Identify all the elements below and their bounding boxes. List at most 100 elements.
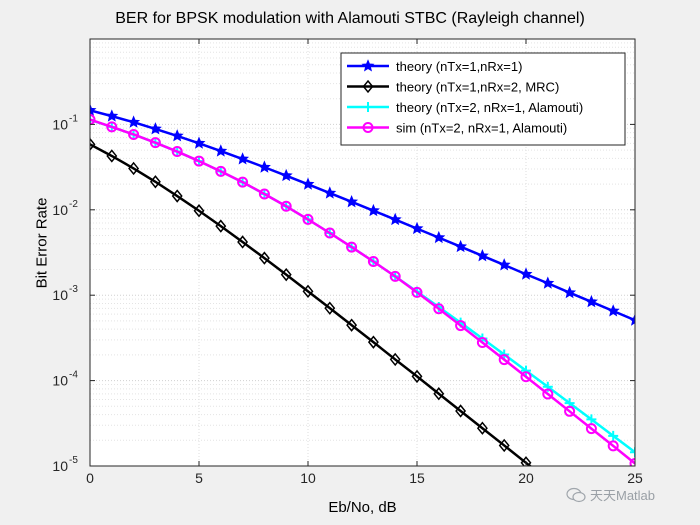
- data-point-circle: [149, 137, 161, 149]
- data-point-circle: [389, 270, 401, 282]
- data-point-diamond: [455, 404, 467, 418]
- data-point-star: [301, 177, 315, 190]
- y-tick-label: 10: [52, 202, 68, 218]
- data-point-circle: [411, 286, 423, 298]
- data-point-star: [192, 136, 206, 149]
- data-point-diamond: [128, 161, 140, 176]
- data-point-diamond: [520, 456, 532, 466]
- x-tick-label: 20: [518, 470, 534, 486]
- data-point-star: [519, 267, 533, 280]
- y-tick-label: 10: [52, 458, 68, 474]
- x-tick-label: 5: [195, 470, 203, 486]
- y-tick-exponent: -2: [69, 199, 78, 210]
- legend-box: [340, 52, 626, 146]
- series-line: [90, 143, 533, 466]
- data-point-diamond: [433, 387, 445, 401]
- data-point-circle: [542, 388, 554, 400]
- data-point-diamond: [280, 267, 292, 282]
- data-point-star: [105, 109, 119, 122]
- data-point-diamond: [389, 352, 401, 367]
- data-point-circle: [362, 122, 374, 133]
- legend-entry: theory (nTx=1,nRx=2, MRC): [347, 80, 559, 95]
- x-tick-label: 0: [86, 470, 94, 486]
- legend-label: sim (nTx=2, nRx=1, Alamouti): [396, 121, 567, 136]
- data-point-diamond: [215, 219, 227, 233]
- data-point-star: [90, 103, 97, 116]
- data-point-star: [606, 304, 620, 317]
- data-point-diamond: [324, 301, 336, 315]
- data-point-diamond: [346, 318, 358, 332]
- data-point-star: [148, 122, 162, 135]
- data-point-circle: [258, 188, 270, 200]
- data-point-star: [170, 129, 184, 142]
- series-4: [90, 114, 635, 466]
- legend-label: theory (nTx=2, nRx=1, Alamouti): [396, 100, 583, 115]
- data-point-star: [236, 152, 250, 165]
- data-point-circle: [607, 440, 619, 452]
- data-point-circle: [498, 354, 510, 366]
- legend-label: theory (nTx=1,nRx=1): [396, 59, 522, 74]
- x-axis-label: Eb/No, dB: [328, 499, 397, 516]
- data-point-plus: [586, 414, 597, 425]
- data-point-star: [563, 285, 577, 299]
- data-point-circle: [433, 303, 445, 315]
- data-point-star: [345, 195, 359, 208]
- x-tick-label: 10: [300, 470, 316, 486]
- y-tick-label: 10: [52, 373, 68, 389]
- y-tick-exponent: -3: [69, 284, 78, 295]
- data-point-star: [366, 203, 380, 217]
- data-point-circle: [367, 256, 379, 268]
- data-point-star: [257, 160, 271, 173]
- data-point-star: [361, 59, 375, 72]
- legend-label: theory (nTx=1,nRx=2, MRC): [396, 80, 559, 95]
- data-point-plus: [521, 365, 531, 376]
- data-point-diamond: [193, 204, 205, 218]
- data-point-plus: [363, 102, 373, 112]
- data-point-diamond: [498, 438, 510, 453]
- data-point-circle: [215, 165, 227, 177]
- data-point-circle: [106, 121, 118, 133]
- data-point-circle: [237, 176, 249, 188]
- legend-entry: theory (nTx=1,nRx=1): [347, 59, 522, 74]
- data-point-star: [410, 221, 424, 235]
- data-point-circle: [455, 320, 467, 332]
- chart-title: BER for BPSK modulation with Alamouti ST…: [115, 10, 585, 27]
- data-point-star: [584, 294, 598, 308]
- data-point-circle: [629, 457, 635, 466]
- y-tick-exponent: -4: [69, 370, 78, 381]
- data-point-diamond: [411, 369, 423, 384]
- watermark: 天天Matlab: [566, 485, 655, 504]
- data-point-circle: [128, 128, 140, 140]
- legend-entry: sim (nTx=2, nRx=1, Alamouti): [347, 121, 567, 136]
- data-point-diamond: [543, 474, 552, 485]
- series-1: [90, 103, 635, 326]
- data-point-star: [388, 212, 402, 226]
- data-point-circle: [476, 337, 488, 349]
- data-point-circle: [520, 371, 532, 383]
- data-point-star: [628, 313, 635, 326]
- data-point-diamond: [237, 235, 249, 249]
- x-tick-label: 25: [627, 470, 643, 486]
- data-point-diamond: [106, 149, 118, 163]
- data-point-plus: [630, 447, 635, 458]
- data-point-circle: [171, 146, 183, 158]
- y-axis-label: Bit Error Rate: [33, 197, 51, 289]
- y-tick-exponent: -5: [69, 455, 78, 466]
- data-point-circle: [324, 227, 336, 239]
- data-point-star: [323, 186, 337, 199]
- data-point-plus: [608, 430, 619, 441]
- data-point-diamond: [476, 421, 488, 435]
- y-tick-label: 10: [52, 116, 68, 132]
- watermark-text: 天天Matlab: [590, 488, 656, 503]
- data-point-circle: [193, 155, 205, 167]
- data-point-circle: [346, 241, 358, 253]
- data-point-circle: [564, 405, 576, 417]
- data-point-circle: [302, 213, 314, 225]
- data-point-star: [497, 258, 511, 271]
- y-tick-label: 10: [52, 287, 68, 303]
- data-point-circle: [280, 200, 292, 212]
- data-point-star: [127, 115, 141, 128]
- axes-box: [89, 38, 636, 467]
